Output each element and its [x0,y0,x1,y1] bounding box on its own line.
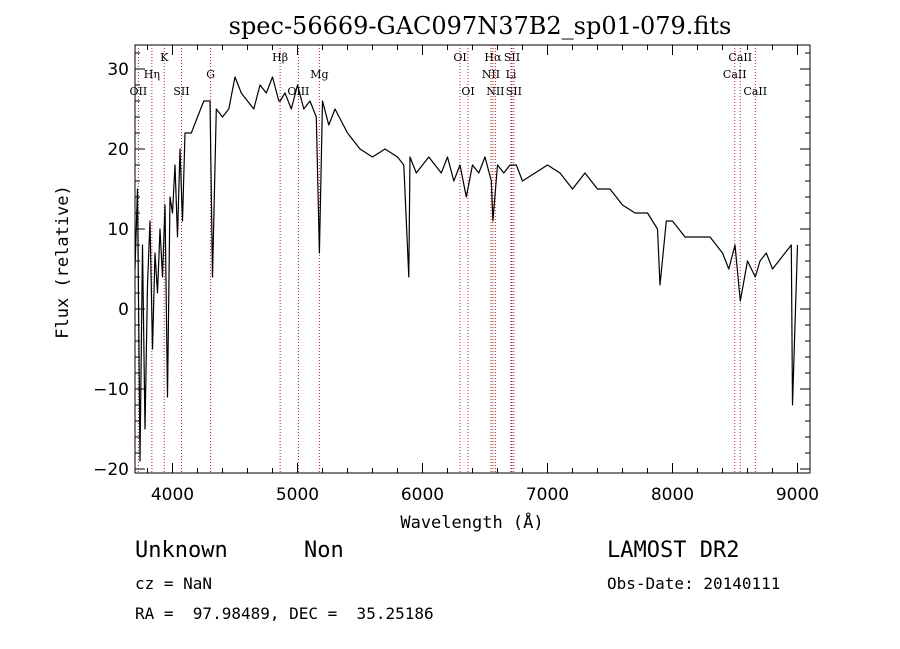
spectral-line-label: Hβ [272,51,288,64]
y-axis-label: Flux (relative) [53,185,73,339]
x-tick-label: 7000 [526,485,569,505]
spectral-line-label: OIII [287,85,309,98]
spectral-line-label: Mg [310,68,328,81]
spectral-line-label: OI [453,51,466,64]
x-tick-label: 4000 [151,485,194,505]
y-tick-label: 30 [107,60,129,80]
spectral-line-label: SII [506,85,522,98]
obs-date-text: Obs-Date: 20140111 [607,574,781,593]
spectral-line-label: NII [482,68,500,81]
ra-dec-text: RA = 97.98489, DEC = 35.25186 [135,604,434,623]
spectral-line-label: SII [504,51,520,64]
spectral-line-label: NII [486,85,504,98]
spectral-line-label: Hα [484,51,502,64]
spectral-line-label: G [206,68,215,81]
y-tick-label: −10 [93,380,129,400]
object-subclass: Non [304,538,344,563]
plot-area: 4000 5000 6000 7000 8000 9000−20−100102030OII… [93,44,819,505]
spectral-line-label: K [160,51,169,64]
survey-name: LAMOST DR2 [607,538,740,563]
redshift-text: cz = NaN [135,574,213,593]
spectrum-line [134,76,799,462]
spectral-line-label: CaII [728,51,752,64]
x-tick-label: 8000 [651,485,694,505]
spectrum-chart: spec-56669-GAC097N37B2_sp01-079.fits 400… [53,12,819,533]
spectral-line-label: Li [506,68,517,81]
spectral-line-label: Hη [144,68,160,81]
spectral-line-label: CaII [743,85,767,98]
spectral-line-label: CaII [723,68,747,81]
x-axis-label: Wavelength (Å) [400,511,543,533]
spectral-line-label: SII [173,85,189,98]
y-tick-label: −20 [93,460,129,480]
x-tick-label: 9000 [776,485,819,505]
x-tick-label: 5000 [276,485,319,505]
chart-title: spec-56669-GAC097N37B2_sp01-079.fits [229,12,732,40]
x-tick-label: 6000 [401,485,444,505]
y-tick-label: 20 [107,140,129,160]
spectral-line-label: OI [461,85,474,98]
spectral-line-label: OII [130,85,148,98]
y-tick-label: 0 [118,300,129,320]
object-class: Unknown [135,538,228,563]
y-tick-label: 10 [107,220,129,240]
plot-frame [134,44,811,474]
